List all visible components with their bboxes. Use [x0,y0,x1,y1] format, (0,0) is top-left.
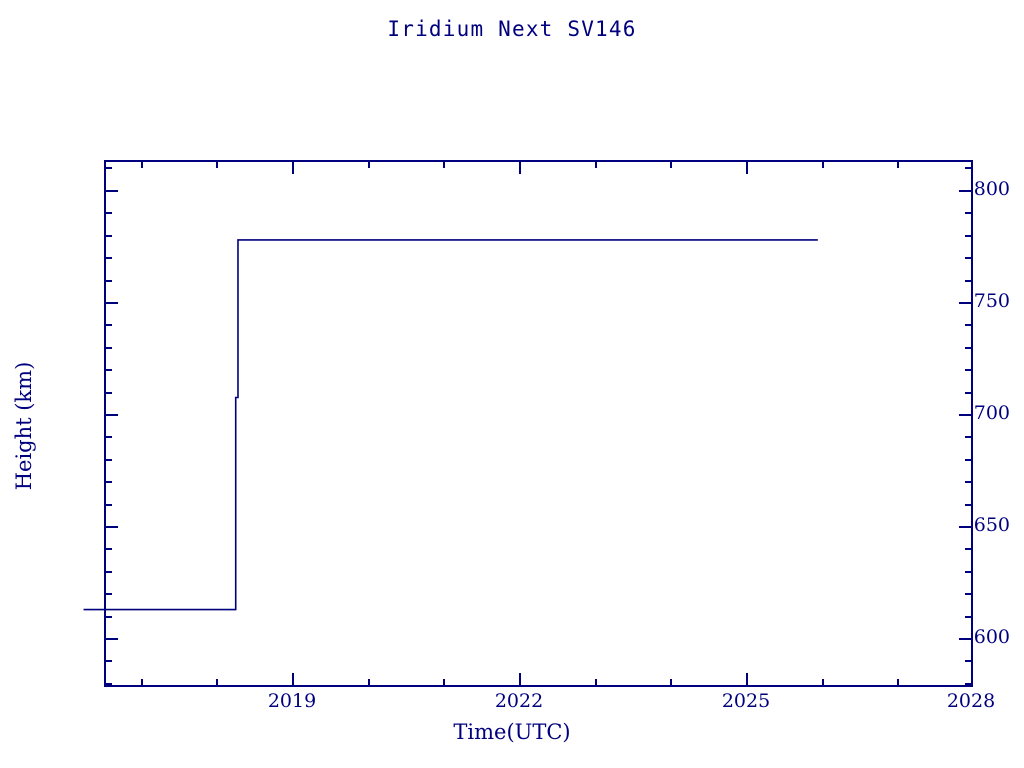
y-tick-minor [104,481,112,483]
y-tick-minor [104,660,112,662]
chart-title: Iridium Next SV146 [387,17,637,41]
y-tick-minor-right [965,481,973,483]
height-series-line [83,239,818,611]
y-tick-minor-right [965,683,973,685]
x-tick-label-2019: 2019 [267,690,317,712]
y-tick-label-700: 700 [973,402,1010,424]
x-tick-minor [897,679,899,687]
y-tick-minor-right [965,548,973,550]
y-tick-major-right [959,638,973,640]
y-tick-minor [104,235,112,237]
y-tick-major [104,414,118,416]
y-tick-minor [104,459,112,461]
y-tick-minor [104,392,112,394]
x-tick-minor-top [141,160,143,168]
y-tick-minor [104,593,112,595]
y-tick-major [104,526,118,528]
x-axis-title: Time(UTC) [453,720,571,744]
x-tick-major-top [746,160,748,174]
x-tick-major [519,673,521,687]
y-tick-minor-right [965,571,973,573]
y-tick-major [104,190,118,192]
y-tick-minor-right [965,369,973,371]
y-tick-label-600: 600 [973,626,1010,648]
x-tick-minor [216,679,218,687]
x-tick-minor [822,679,824,687]
y-tick-minor-right [965,324,973,326]
y-tick-minor [104,324,112,326]
y-tick-minor-right [965,392,973,394]
x-tick-major [292,673,294,687]
x-tick-minor-top [670,160,672,168]
y-tick-minor-right [965,504,973,506]
y-tick-minor-right [965,616,973,618]
x-tick-major-top [519,160,521,174]
x-tick-minor [595,679,597,687]
y-tick-major-right [959,414,973,416]
x-tick-minor-top [897,160,899,168]
x-tick-label-2028: 2028 [946,690,996,712]
y-axis-title: Height (km) [12,361,36,491]
y-tick-label-650: 650 [973,514,1010,536]
x-tick-minor [443,679,445,687]
x-tick-label-2022: 2022 [494,690,544,712]
x-tick-minor [368,679,370,687]
y-tick-minor-right [965,660,973,662]
y-tick-minor [104,548,112,550]
x-tick-label-2025: 2025 [721,690,771,712]
y-tick-minor [104,504,112,506]
x-tick-minor [141,679,143,687]
y-tick-minor-right [965,593,973,595]
x-tick-minor-top [368,160,370,168]
y-tick-minor-right [965,347,973,349]
x-tick-major-top [292,160,294,174]
y-tick-minor-right [965,257,973,259]
y-tick-minor [104,436,112,438]
y-tick-minor [104,571,112,573]
y-tick-minor-right [965,436,973,438]
y-tick-label-750: 750 [973,290,1010,312]
y-tick-major-right [959,190,973,192]
y-tick-major-right [959,526,973,528]
x-tick-minor [670,679,672,687]
y-tick-major-right [959,302,973,304]
y-tick-minor [104,616,112,618]
x-tick-minor-top [443,160,445,168]
y-tick-minor-right [965,212,973,214]
y-tick-minor-right [965,280,973,282]
y-tick-major [104,638,118,640]
y-tick-minor [104,347,112,349]
plot-frame [104,160,973,687]
x-tick-minor-top [595,160,597,168]
y-tick-minor [104,167,112,169]
plot-canvas [83,239,818,611]
y-tick-minor [104,683,112,685]
x-tick-minor-top [216,160,218,168]
y-tick-minor [104,212,112,214]
y-tick-label-800: 800 [973,178,1010,200]
y-tick-major [104,302,118,304]
y-tick-minor [104,280,112,282]
y-tick-minor-right [965,167,973,169]
y-tick-minor-right [965,459,973,461]
x-tick-minor-top [822,160,824,168]
y-tick-minor-right [965,235,973,237]
y-tick-minor [104,369,112,371]
y-tick-minor [104,257,112,259]
x-tick-major [746,673,748,687]
